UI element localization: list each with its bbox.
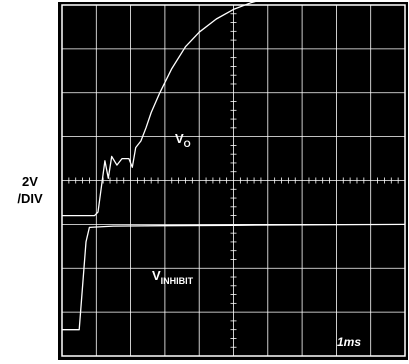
- vo-label-main: V: [175, 131, 184, 146]
- grid: [61, 4, 406, 357]
- vertical-scale-volts: 2V: [22, 174, 38, 189]
- vo-label-sub: O: [184, 139, 191, 149]
- vinhibit-label-sub: INHIBIT: [161, 276, 194, 286]
- traces: [62, 0, 406, 331]
- axis-ticks: [68, 13, 399, 348]
- vinhibit-label-main: V: [152, 268, 161, 283]
- vo-label: VO: [175, 131, 191, 149]
- vinhibit-label: VINHIBIT: [152, 268, 194, 286]
- time-scale-label: 1ms: [337, 335, 361, 349]
- trace-vo: [62, 0, 264, 217]
- vertical-scale-label: 2V /DIV: [2, 173, 58, 207]
- trace-vinhibit: [62, 223, 406, 331]
- scope-background: [58, 2, 408, 360]
- vertical-scale-div: /DIV: [17, 191, 43, 206]
